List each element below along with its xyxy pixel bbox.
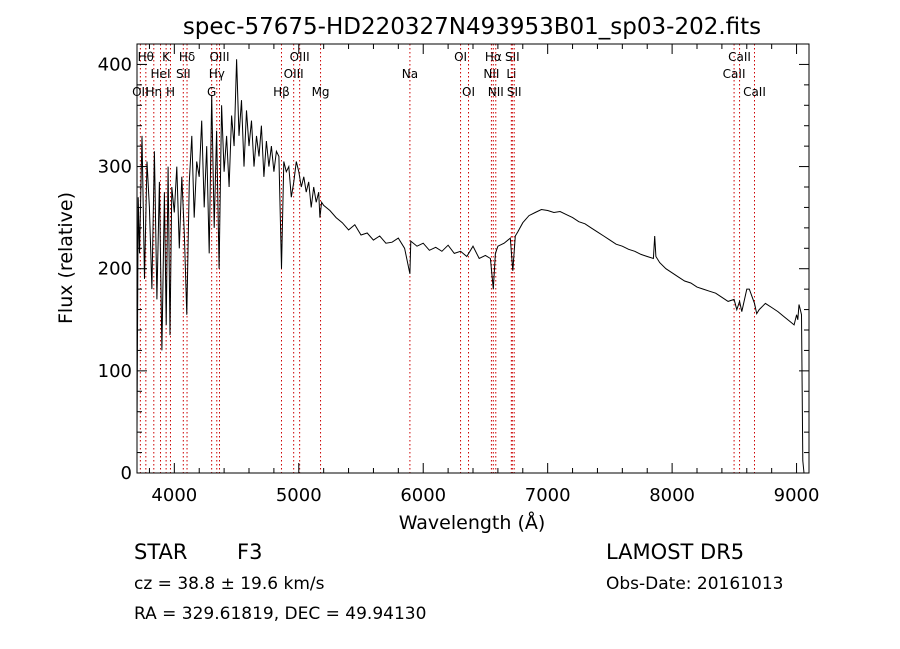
marker-label: OIII <box>290 50 310 64</box>
obs-date: Obs-Date: 20161013 <box>606 574 783 594</box>
marker-label: OIII <box>209 50 229 64</box>
x-tick-label: 6000 <box>400 485 446 506</box>
y-tick-label: 0 <box>121 463 132 484</box>
marker-label: Hδ <box>179 50 195 64</box>
survey-label: LAMOST DR5 <box>606 540 744 564</box>
y-axis-label: Flux (relative) <box>55 192 77 324</box>
marker-label: Hθ <box>138 50 154 64</box>
x-axis: 4000 5000 6000 7000 8000 9000 <box>148 44 820 506</box>
marker-label: Hβ <box>273 85 290 99</box>
marker-label: Li <box>506 67 516 81</box>
y-tick-label: 100 <box>98 361 132 382</box>
marker-label: OIII <box>284 67 304 81</box>
y-tick-label: 300 <box>98 157 132 178</box>
line-markers: OIIHθHηHeIKHSIIHδGHγOIIIHβOIIIOIIIMgNaOI… <box>132 44 766 473</box>
x-tick-label: 5000 <box>276 485 322 506</box>
marker-label: OI <box>462 85 475 99</box>
marker-label: SII <box>176 67 191 81</box>
marker-label: Na <box>402 67 418 81</box>
coordinates: RA = 329.61819, DEC = 49.94130 <box>134 604 426 624</box>
spectrum-series <box>136 59 805 474</box>
x-tick-label: 7000 <box>525 485 571 506</box>
marker-label: OII <box>132 85 149 99</box>
object-class: STAR <box>134 540 187 564</box>
spectrum-line <box>136 59 805 474</box>
y-tick-label: 200 <box>98 259 132 280</box>
marker-label: H <box>166 85 175 99</box>
marker-label: NII <box>483 67 499 81</box>
x-tick-label: 4000 <box>151 485 197 506</box>
marker-label: Hγ <box>209 67 225 81</box>
marker-label: OI <box>454 50 467 64</box>
marker-label: Hα <box>485 50 502 64</box>
x-tick-label: 8000 <box>649 485 695 506</box>
y-tick-label: 400 <box>98 54 132 75</box>
marker-label: NII <box>488 85 504 99</box>
marker-label: HeI <box>151 67 171 81</box>
marker-label: G <box>207 85 216 99</box>
marker-label: K <box>162 50 171 64</box>
marker-label: CaII <box>723 67 746 81</box>
redshift-cz: cz = 38.8 ± 19.6 km/s <box>134 574 325 594</box>
object-subclass: F3 <box>237 540 262 564</box>
marker-label: CaII <box>728 50 751 64</box>
y-axis: 0 100 200 300 400 <box>98 43 809 484</box>
x-axis-label: Wavelength (Å) <box>399 511 546 534</box>
marker-label: CaII <box>743 85 766 99</box>
marker-label: SII <box>505 50 520 64</box>
chart-title: spec-57675-HD220327N493953B01_sp03-202.f… <box>183 14 761 40</box>
marker-label: Mg <box>312 85 330 99</box>
marker-label: SII <box>507 85 522 99</box>
x-tick-label: 9000 <box>774 485 820 506</box>
marker-label: Hη <box>145 85 162 99</box>
